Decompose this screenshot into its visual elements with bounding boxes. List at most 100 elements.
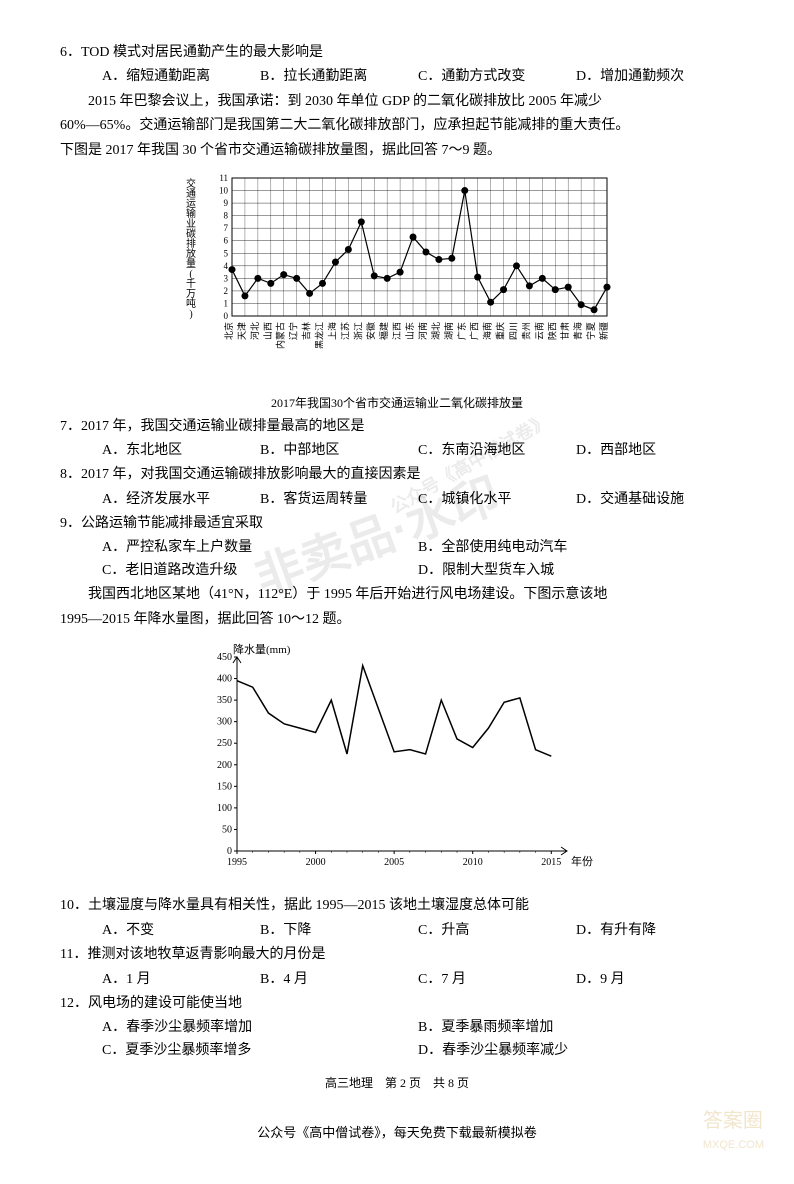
svg-text:陕西: 陕西 <box>546 322 557 340</box>
svg-text:辽宁: 辽宁 <box>288 322 299 340</box>
q8-opt-d: D．交通基础设施 <box>576 489 734 511</box>
q9-opt-c: C．老旧道路改造升级 <box>102 560 418 582</box>
q9-opt-b: B．全部使用纯电动汽车 <box>418 537 734 559</box>
svg-text:江苏: 江苏 <box>339 322 350 340</box>
svg-text:山东: 山东 <box>404 322 415 340</box>
q7-opt-c: C．东南沿海地区 <box>418 440 576 462</box>
svg-text:降水量(mm): 降水量(mm) <box>233 642 291 656</box>
svg-text:云南: 云南 <box>533 322 544 340</box>
svg-text:湖北: 湖北 <box>431 322 441 340</box>
svg-text:新疆: 新疆 <box>598 322 609 340</box>
svg-text:9: 9 <box>224 198 229 208</box>
svg-text:3: 3 <box>224 273 229 283</box>
q11-opt-d: D．9 月 <box>576 969 734 991</box>
q7-opt-b: B．中部地区 <box>260 440 418 462</box>
q12-opt-d: D．春季沙尘暴频率减少 <box>418 1040 734 1062</box>
q11-opt-b: B．4 月 <box>260 969 418 991</box>
svg-text:年份: 年份 <box>571 854 593 868</box>
q9-opt-a: A．严控私家车上户数量 <box>102 537 418 559</box>
svg-text:宁夏: 宁夏 <box>585 322 596 340</box>
svg-text:广西: 广西 <box>469 322 480 340</box>
passage1-p1: 2015 年巴黎会议上，我国承诺：到 2030 年单位 GDP 的二氧化碳排放比… <box>60 91 734 113</box>
q8-opt-a: A．经济发展水平 <box>102 489 260 511</box>
q8-options: A．经济发展水平 B．客货运周转量 C．城镇化水平 D．交通基础设施 <box>102 489 734 511</box>
svg-text:50: 50 <box>222 824 232 835</box>
q6-opt-b: B．拉长通勤距离 <box>260 66 418 88</box>
svg-text:300: 300 <box>217 717 232 728</box>
q7-options: A．东北地区 B．中部地区 C．东南沿海地区 D．西部地区 <box>102 440 734 462</box>
svg-text:2010: 2010 <box>463 857 483 868</box>
svg-text:2000: 2000 <box>306 857 326 868</box>
q12-text: 12．风电场的建设可能使当地 <box>60 993 734 1015</box>
q10-text: 10．土壤湿度与降水量具有相关性，据此 1995—2015 该地土壤湿度总体可能 <box>60 895 734 917</box>
q12-opt-c: C．夏季沙尘暴频率增多 <box>102 1040 418 1062</box>
svg-text:交: 交 <box>186 177 196 190</box>
svg-text:0: 0 <box>227 846 232 857</box>
q6-opt-c: C．通勤方式改变 <box>418 66 576 88</box>
q10-opt-d: D．有升有降 <box>576 920 734 942</box>
q7-opt-a: A．东北地区 <box>102 440 260 462</box>
answer-logo-url: MXQE.COM <box>703 1137 764 1155</box>
q6-text: 6．TOD 模式对居民通勤产生的最大影响是 <box>60 42 734 64</box>
passage2-p1: 我国西北地区某地（41°N，112°E）于 1995 年后开始进行风电场建设。下… <box>60 584 734 606</box>
svg-text:河北: 河北 <box>249 322 260 340</box>
passage1-p3: 下图是 2017 年我国 30 个省市交通运输碳排放量图，据此回答 7～9 题。 <box>60 140 734 162</box>
q11-opt-c: C．7 月 <box>418 969 576 991</box>
svg-text:广东: 广东 <box>456 322 467 340</box>
q8-opt-b: B．客货运周转量 <box>260 489 418 511</box>
q9-options: A．严控私家车上户数量 B．全部使用纯电动汽车 C．老旧道路改造升级 D．限制大… <box>102 537 734 582</box>
q10-options: A．不变 B．下降 C．升高 D．有升有降 <box>102 920 734 942</box>
svg-text:7: 7 <box>224 223 229 233</box>
q10-opt-b: B．下降 <box>260 920 418 942</box>
chart2: 0501001502002503003504004501995200020052… <box>60 639 734 887</box>
q11-text: 11．推测对该地牧草返青影响最大的月份是 <box>60 944 734 966</box>
svg-text:0: 0 <box>224 311 229 321</box>
svg-text:湖南: 湖南 <box>443 322 454 340</box>
svg-text:2: 2 <box>224 286 229 296</box>
passage2-p2: 1995—2015 年降水量图，据此回答 10～12 题。 <box>60 609 734 631</box>
svg-text:海南: 海南 <box>482 322 493 340</box>
q6-options: A．缩短通勤距离 B．拉长通勤距离 C．通勤方式改变 D．增加通勤频次 <box>102 66 734 88</box>
q12-options: A．春季沙尘暴频率增加 B．夏季暴雨频率增加 C．夏季沙尘暴频率增多 D．春季沙… <box>102 1017 734 1062</box>
svg-text:天津: 天津 <box>237 322 247 340</box>
svg-text:1: 1 <box>224 298 229 308</box>
chart1-caption: 2017年我国30个省市交通运输业二氧化碳排放量 <box>60 394 734 413</box>
q10-opt-a: A．不变 <box>102 920 260 942</box>
svg-text:400: 400 <box>217 674 232 685</box>
svg-text:内蒙古: 内蒙古 <box>275 322 286 349</box>
q12-opt-b: B．夏季暴雨频率增加 <box>418 1017 734 1039</box>
q7-opt-d: D．西部地区 <box>576 440 734 462</box>
svg-text:山西: 山西 <box>263 322 273 340</box>
svg-text:200: 200 <box>217 760 232 771</box>
svg-text:): ) <box>189 309 192 320</box>
svg-text:5: 5 <box>224 248 229 258</box>
svg-text:浙江: 浙江 <box>352 322 363 340</box>
chart2-svg: 0501001502002503003504004501995200020052… <box>187 639 607 879</box>
q8-opt-c: C．城镇化水平 <box>418 489 576 511</box>
q9-opt-d: D．限制大型货车入城 <box>418 560 734 582</box>
svg-text:福建: 福建 <box>378 322 389 340</box>
svg-text:4: 4 <box>224 261 229 271</box>
passage1-p2: 60%—65%。交通运输部门是我国第二大二氧化碳排放部门，应承担起节能减排的重大… <box>60 115 734 137</box>
svg-text:四川: 四川 <box>508 322 518 340</box>
svg-text:150: 150 <box>217 781 232 792</box>
q6-opt-a: A．缩短通勤距离 <box>102 66 260 88</box>
q11-options: A．1 月 B．4 月 C．7 月 D．9 月 <box>102 969 734 991</box>
svg-text:10: 10 <box>219 185 229 195</box>
svg-text:1995: 1995 <box>227 857 247 868</box>
q7-text: 7．2017 年，我国交通运输业碳排量最高的地区是 <box>60 416 734 438</box>
svg-text:上海: 上海 <box>326 322 337 340</box>
svg-text:450: 450 <box>217 652 232 663</box>
svg-text:江西: 江西 <box>392 322 402 340</box>
q10-opt-c: C．升高 <box>418 920 576 942</box>
svg-text:250: 250 <box>217 738 232 749</box>
svg-text:黑龙江: 黑龙江 <box>314 322 325 349</box>
svg-text:北京: 北京 <box>223 322 234 340</box>
svg-text:贵州: 贵州 <box>520 322 531 340</box>
page-footer: 高三地理 第 2 页 共 8 页 <box>60 1074 734 1093</box>
chart1-svg: 01234567891011北京天津河北山西内蒙古辽宁吉林黑龙江上海江苏浙江安徽… <box>177 170 617 380</box>
svg-text:青海: 青海 <box>572 322 583 340</box>
svg-text:11: 11 <box>219 173 228 183</box>
q11-opt-a: A．1 月 <box>102 969 260 991</box>
svg-text:6: 6 <box>224 236 229 246</box>
